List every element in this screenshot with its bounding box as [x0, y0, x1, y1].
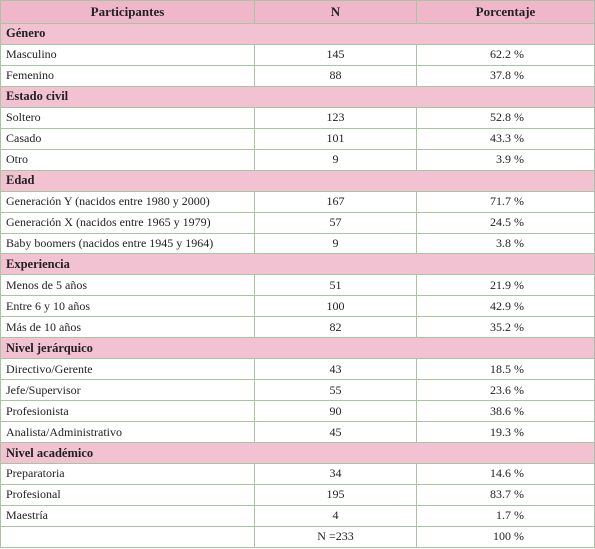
- row-label: Femenino: [0, 64, 255, 87]
- data-row: Generación X (nacidos entre 1965 y 1979)…: [0, 211, 595, 234]
- count-cell: 9: [254, 232, 417, 255]
- row-label: Más de 10 años: [0, 316, 255, 339]
- data-row: Jefe/Supervisor 55 23.6 %: [0, 379, 595, 402]
- percent-cell: 71.7 %: [416, 190, 595, 213]
- count-cell: 167: [254, 190, 417, 213]
- section-title: Experiencia: [0, 253, 595, 276]
- total-row: N =233 100 %: [0, 525, 595, 549]
- row-label: Profesional: [0, 483, 255, 506]
- percent-cell: 1.7 %: [416, 504, 595, 527]
- data-row: Maestría 4 1.7 %: [0, 504, 595, 527]
- percent-cell: 3.9 %: [416, 148, 595, 171]
- count-cell: 123: [254, 106, 417, 129]
- section-title: Nivel jerárquico: [0, 337, 595, 360]
- percent-cell: 21.9 %: [416, 274, 595, 297]
- percent-cell: 52.8 %: [416, 106, 595, 129]
- count-cell: 55: [254, 379, 417, 402]
- percent-cell: 62.2 %: [416, 43, 595, 66]
- count-cell: 145: [254, 43, 417, 66]
- header-cell: N: [254, 0, 417, 24]
- section-row: Experiencia: [0, 253, 595, 276]
- percent-cell: 37.8 %: [416, 64, 595, 87]
- data-row: Más de 10 años 82 35.2 %: [0, 316, 595, 339]
- data-row: Profesionista 90 38.6 %: [0, 400, 595, 423]
- row-label: Menos de 5 años: [0, 274, 255, 297]
- percent-cell: 38.6 %: [416, 400, 595, 423]
- row-label: Otro: [0, 148, 255, 171]
- data-row: Otro 9 3.9 %: [0, 148, 595, 171]
- data-row: Casado 101 43.3 %: [0, 127, 595, 150]
- count-cell: 34: [254, 463, 417, 485]
- section-row: Género: [0, 23, 595, 45]
- percent-cell: 23.6 %: [416, 379, 595, 402]
- count-cell: 101: [254, 127, 417, 150]
- row-label: Casado: [0, 127, 255, 150]
- count-cell: 4: [254, 504, 417, 527]
- header-row: Participantes N Porcentaje: [0, 0, 595, 24]
- percent-cell: 14.6 %: [416, 463, 595, 485]
- section-title: Género: [0, 23, 595, 45]
- count-cell: 195: [254, 483, 417, 506]
- count-cell: 90: [254, 400, 417, 423]
- data-row: Soltero 123 52.8 %: [0, 106, 595, 129]
- count-cell: 45: [254, 421, 417, 444]
- total-count: N =233: [254, 525, 417, 549]
- section-row: Nivel jerárquico: [0, 337, 595, 360]
- row-label: Masculino: [0, 43, 255, 66]
- count-cell: 43: [254, 358, 417, 381]
- percent-cell: 83.7 %: [416, 483, 595, 506]
- count-cell: 51: [254, 274, 417, 297]
- percent-cell: 43.3 %: [416, 127, 595, 150]
- data-row: Masculino 145 62.2 %: [0, 43, 595, 66]
- header-cell: Porcentaje: [416, 0, 595, 24]
- data-row: Femenino 88 37.8 %: [0, 64, 595, 87]
- count-cell: 57: [254, 211, 417, 234]
- empty-cell: [0, 525, 255, 549]
- row-label: Jefe/Supervisor: [0, 379, 255, 402]
- row-label: Generación Y (nacidos entre 1980 y 2000): [0, 190, 255, 213]
- row-label: Profesionista: [0, 400, 255, 423]
- count-cell: 100: [254, 295, 417, 318]
- row-label: Generación X (nacidos entre 1965 y 1979): [0, 211, 255, 234]
- percent-cell: 24.5 %: [416, 211, 595, 234]
- section-row: Nivel académico: [0, 442, 595, 465]
- count-cell: 88: [254, 64, 417, 87]
- section-title: Edad: [0, 169, 595, 192]
- section-title: Estado civil: [0, 85, 595, 108]
- section-row: Edad: [0, 169, 595, 192]
- percent-cell: 19.3 %: [416, 421, 595, 444]
- percent-cell: 42.9 %: [416, 295, 595, 318]
- section-row: Estado civil: [0, 85, 595, 108]
- data-row: Entre 6 y 10 años 100 42.9 %: [0, 295, 595, 318]
- data-row: Baby boomers (nacidos entre 1945 y 1964)…: [0, 232, 595, 255]
- header-cell: Participantes: [0, 0, 255, 24]
- row-label: Baby boomers (nacidos entre 1945 y 1964): [0, 232, 255, 255]
- data-row: Generación Y (nacidos entre 1980 y 2000)…: [0, 190, 595, 213]
- row-label: Analista/Administrativo: [0, 421, 255, 444]
- row-label: Soltero: [0, 106, 255, 129]
- count-cell: 82: [254, 316, 417, 339]
- data-row: Analista/Administrativo 45 19.3 %: [0, 421, 595, 444]
- row-label: Entre 6 y 10 años: [0, 295, 255, 318]
- percent-cell: 3.8 %: [416, 232, 595, 255]
- section-title: Nivel académico: [0, 442, 595, 465]
- count-cell: 9: [254, 148, 417, 171]
- table-header: Participantes N Porcentaje: [0, 0, 595, 24]
- data-row: Directivo/Gerente 43 18.5 %: [0, 358, 595, 381]
- row-label: Directivo/Gerente: [0, 358, 255, 381]
- row-label: Maestría: [0, 504, 255, 527]
- data-row: Menos de 5 años 51 21.9 %: [0, 274, 595, 297]
- data-row: Profesional 195 83.7 %: [0, 483, 595, 506]
- table-body: Género Masculino 145 62.2 % Femenino 88 37.8 %…: [0, 23, 595, 549]
- data-row: Preparatoria 34 14.6 %: [0, 463, 595, 485]
- percent-cell: 18.5 %: [416, 358, 595, 381]
- total-percent: 100 %: [416, 525, 595, 549]
- row-label: Preparatoria: [0, 463, 255, 485]
- percent-cell: 35.2 %: [416, 316, 595, 339]
